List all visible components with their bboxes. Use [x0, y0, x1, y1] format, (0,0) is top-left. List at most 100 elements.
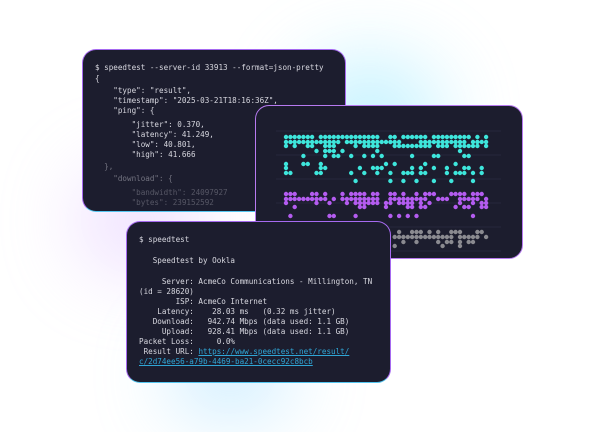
- dot-mark: [457, 148, 463, 154]
- json-line: "high": 41.666: [95, 150, 196, 159]
- dot-mark: [444, 234, 450, 240]
- dot-mark: [318, 196, 323, 202]
- dot-mark: [392, 234, 397, 240]
- dot-mark: [462, 196, 467, 202]
- dot-mark: [344, 139, 350, 145]
- dot-mark: [349, 196, 354, 202]
- dot-mark: [357, 134, 363, 140]
- dot-mark: [288, 139, 293, 145]
- dot-mark: [353, 191, 358, 197]
- dot-mark: [396, 229, 402, 235]
- dot-mark: [405, 204, 410, 210]
- dot-mark: [470, 213, 476, 219]
- dot-mark: [418, 229, 423, 235]
- dot-mark: [327, 143, 332, 149]
- dot-mark: [392, 143, 397, 149]
- dot-mark: [423, 196, 428, 202]
- dot-mark: [436, 153, 441, 159]
- speedtest-terminal-window: $ speedtest Speedtest by Ookla Server: A…: [126, 221, 391, 383]
- dot-mark: [305, 134, 310, 140]
- speedtest-output-line: Latency: 28.03 ms (0.32 ms jitter): [139, 307, 336, 316]
- dot-mark: [388, 191, 393, 197]
- dot-mark: [336, 139, 341, 145]
- dot-mark: [362, 153, 367, 159]
- dot-mark: [436, 229, 441, 235]
- dot-mark: [283, 165, 289, 171]
- dot-mark: [409, 170, 415, 176]
- dot-mark: [375, 134, 380, 140]
- speedtest-output-line: (id = 28620): [139, 287, 194, 296]
- dot-mark: [396, 213, 402, 219]
- dot-mark: [362, 200, 367, 206]
- dot-mark: [462, 234, 467, 240]
- dot-mark: [318, 134, 323, 140]
- dot-mark: [457, 191, 463, 197]
- dot-mark: [357, 204, 363, 210]
- dot-mark: [396, 200, 402, 206]
- json-line: "bytes": 239152592: [95, 198, 214, 207]
- dot-mark: [327, 139, 332, 145]
- dot-mark: [444, 165, 450, 171]
- dot-mark: [323, 153, 328, 159]
- dot-mark: [440, 143, 445, 149]
- dot-mark: [409, 153, 415, 159]
- dot-mark: [470, 139, 476, 145]
- dot-mark: [305, 143, 310, 149]
- dot-mark: [362, 204, 367, 210]
- dot-mark: [383, 139, 389, 145]
- dot-mark: [318, 161, 323, 167]
- dot-mark: [436, 134, 441, 140]
- dot-mark: [340, 148, 345, 154]
- dot-mark: [375, 200, 380, 206]
- result-url-link[interactable]: https://www.speedtest.net/result/: [198, 347, 350, 356]
- dot-mark: [396, 196, 402, 202]
- dot-mark: [466, 239, 471, 245]
- speedtest-output-line: Download: 942.74 Mbps (data used: 1.1 GB…: [139, 317, 350, 326]
- dot-mark: [427, 139, 432, 145]
- dot-mark: [292, 196, 297, 202]
- dot-mark: [440, 196, 445, 202]
- dot-mark: [357, 191, 363, 197]
- dot-mark: [366, 139, 371, 145]
- dot-mark: [331, 148, 336, 154]
- dot-mark: [462, 204, 467, 210]
- dot-mark: [379, 165, 384, 171]
- dot-mark: [336, 153, 341, 159]
- dot-mark: [423, 143, 428, 149]
- dot-mark: [314, 196, 319, 202]
- dot-mark: [423, 170, 428, 176]
- dot-mark: [479, 200, 484, 206]
- dot-mark: [401, 178, 406, 184]
- dot-mark: [323, 143, 328, 149]
- dot-mark: [457, 200, 463, 206]
- dot-mark: [370, 191, 376, 197]
- dot-mark: [401, 191, 406, 197]
- dot-mark: [305, 161, 310, 167]
- dot-mark: [392, 196, 397, 202]
- dot-mark: [449, 139, 454, 145]
- dot-mark: [349, 191, 354, 197]
- dot-mark: [470, 234, 476, 240]
- json-line: "latency": 41.249,: [95, 130, 214, 139]
- dot-mark: [444, 239, 450, 245]
- dot-mark: [440, 134, 445, 140]
- dot-mark: [470, 178, 476, 184]
- dot-mark: [449, 191, 454, 197]
- dot-mark: [366, 196, 371, 202]
- dot-mark: [379, 139, 384, 145]
- result-url-link-continued[interactable]: c/2d74ee56-a79b-4469-ba21-0cecc92c8bcb: [139, 357, 313, 366]
- dot-mark: [362, 134, 367, 140]
- dot-mark: [283, 143, 289, 149]
- dot-mark: [370, 143, 376, 149]
- dot-mark: [475, 234, 480, 240]
- dot-mark: [423, 204, 428, 210]
- dot-mark: [340, 196, 345, 202]
- dot-mark: [462, 170, 467, 176]
- dot-mark: [353, 143, 358, 149]
- dot-mark: [475, 143, 480, 149]
- dot-mark: [409, 204, 415, 210]
- dot-mark: [483, 196, 489, 202]
- dot-mark: [283, 200, 289, 206]
- dot-mark: [301, 161, 306, 167]
- dot-mark: [483, 134, 489, 140]
